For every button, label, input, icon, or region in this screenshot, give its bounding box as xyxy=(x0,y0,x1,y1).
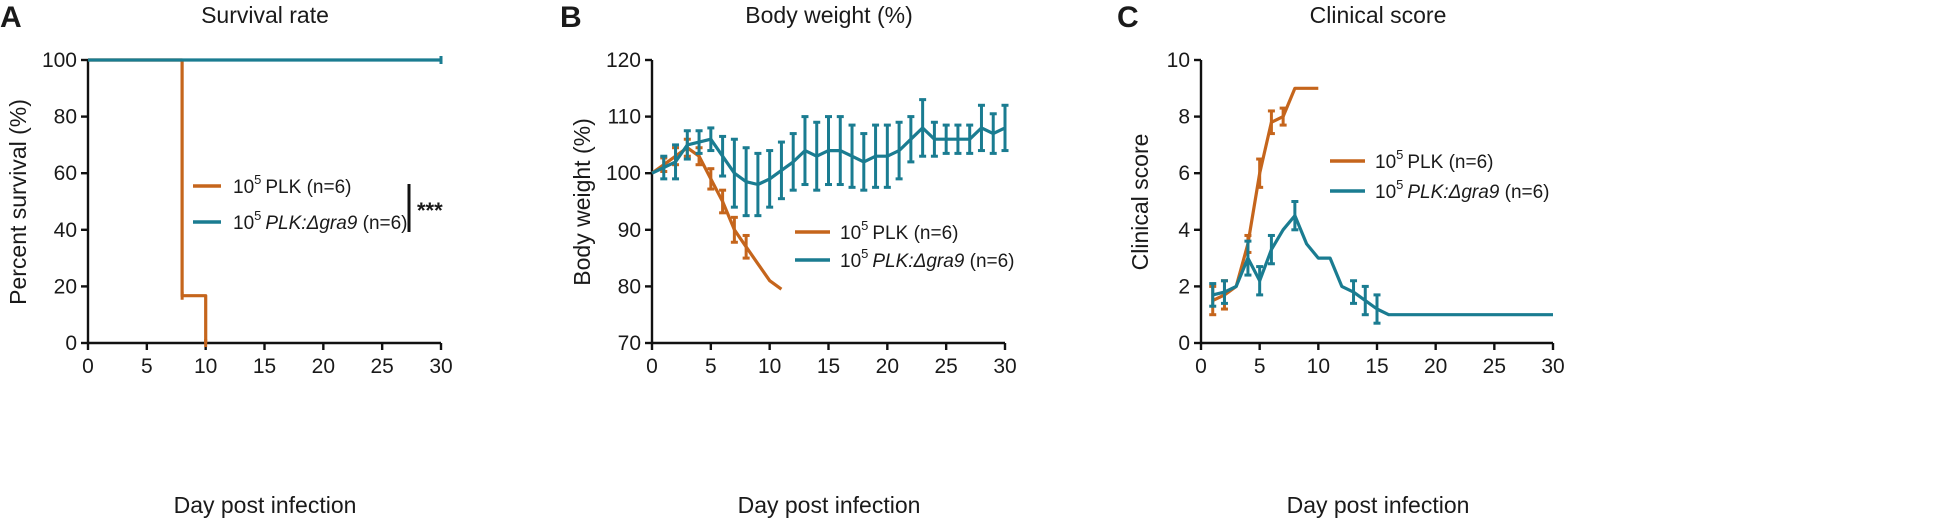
x-axis-label-c: Day post infection xyxy=(1287,492,1470,518)
y-tick-label: 110 xyxy=(608,106,641,129)
y-tick-label: 0 xyxy=(1178,332,1190,355)
y-tick-label: 100 xyxy=(606,162,641,185)
significance-marker: *** xyxy=(417,198,443,223)
panel-letter-b: B xyxy=(560,1,582,34)
x-tick-label: 20 xyxy=(312,355,335,378)
panel-b: B Body weight (%) Day post infection Bod… xyxy=(560,1,1017,518)
legend-label-dgra9: 105 PLK:Δgra9 (n=6) xyxy=(1375,177,1550,203)
x-axis-label-a: Day post infection xyxy=(174,492,357,518)
y-tick-label: 100 xyxy=(42,49,77,72)
x-tick-label: 30 xyxy=(993,355,1016,378)
x-axis-label-b: Day post infection xyxy=(738,492,921,518)
y-tick-label: 120 xyxy=(606,49,641,72)
x-tick-label: 15 xyxy=(817,355,840,378)
legend-b: 105 PLK (n=6) 105 PLK:Δgra9 (n=6) xyxy=(795,218,1015,272)
x-tick-label: 5 xyxy=(1254,355,1266,378)
legend-label-plk: 105 PLK (n=6) xyxy=(840,218,958,244)
y-tick-label: 20 xyxy=(54,275,77,298)
panel-c: C Clinical score Day post infection Clin… xyxy=(1117,1,1565,518)
legend-entry-dgra9: 105 PLK:Δgra9 (n=6) xyxy=(1330,177,1550,203)
x-tick-label: 25 xyxy=(370,355,393,378)
x-tick-label: 25 xyxy=(934,355,957,378)
x-tick-label: 10 xyxy=(758,355,781,378)
legend-c: 105 PLK (n=6) 105 PLK:Δgra9 (n=6) xyxy=(1330,147,1550,203)
chart-title-a: Survival rate xyxy=(201,2,329,28)
legend-entry-dgra9: 105 PLK:Δgra9 (n=6) xyxy=(193,208,408,234)
x-tick-label: 0 xyxy=(646,355,658,378)
x-tick-label: 5 xyxy=(141,355,153,378)
y-tick-label: 40 xyxy=(54,219,77,242)
x-tick-label: 10 xyxy=(194,355,217,378)
legend-entry-plk: 105 PLK (n=6) xyxy=(193,172,351,198)
plot-area-b: 0 5 10 15 20 25 30 70 80 90 100 110 120 xyxy=(606,49,1017,378)
legend-entry-dgra9: 105 PLK:Δgra9 (n=6) xyxy=(795,246,1015,272)
y-tick-label: 70 xyxy=(618,332,641,355)
x-tick-label: 0 xyxy=(1195,355,1207,378)
y-tick-label: 6 xyxy=(1178,162,1190,185)
x-tick-label: 5 xyxy=(705,355,717,378)
y-tick-label: 90 xyxy=(618,219,641,242)
x-tick-label: 10 xyxy=(1307,355,1330,378)
x-tick-label: 15 xyxy=(1365,355,1388,378)
series-line-plk xyxy=(651,146,783,291)
legend-label-plk: 105 PLK (n=6) xyxy=(1375,147,1493,173)
x-tick-label: 30 xyxy=(1541,355,1564,378)
panel-letter-a: A xyxy=(0,1,22,34)
legend-label-plk: 105 PLK (n=6) xyxy=(233,172,351,198)
x-tick-label: 25 xyxy=(1483,355,1506,378)
x-tick-label: 20 xyxy=(1424,355,1447,378)
x-tick-label: 30 xyxy=(429,355,452,378)
x-tick-label: 15 xyxy=(253,355,276,378)
y-tick-label: 80 xyxy=(54,106,77,129)
legend-entry-plk: 105 PLK (n=6) xyxy=(1330,147,1493,173)
y-tick-label: 60 xyxy=(54,162,77,185)
plot-area-c: 0 5 10 15 20 25 30 0 2 4 6 8 10 xyxy=(1167,49,1565,378)
series-line-dgra9 xyxy=(1212,214,1553,317)
y-axis-label-a: Percent survival (%) xyxy=(5,99,31,305)
series-line-plk xyxy=(88,58,208,343)
y-axis-label-c: Clinical score xyxy=(1127,134,1153,271)
panel-letter-c: C xyxy=(1117,1,1139,34)
y-tick-label: 4 xyxy=(1178,219,1190,242)
chart-title-c: Clinical score xyxy=(1310,2,1447,28)
legend-entry-plk: 105 PLK (n=6) xyxy=(795,218,958,244)
legend-label-dgra9: 105 PLK:Δgra9 (n=6) xyxy=(840,246,1015,272)
y-tick-label: 10 xyxy=(1167,49,1190,72)
legend-label-dgra9: 105 PLK:Δgra9 (n=6) xyxy=(233,208,408,234)
chart-title-b: Body weight (%) xyxy=(745,2,912,28)
y-tick-label: 0 xyxy=(65,332,77,355)
y-tick-label: 8 xyxy=(1178,106,1190,129)
legend-a: 105 PLK (n=6) 105 PLK:Δgra9 (n=6) *** xyxy=(193,172,443,234)
x-tick-label: 20 xyxy=(876,355,899,378)
y-axis-label-b: Body weight (%) xyxy=(569,118,595,285)
x-tick-label: 0 xyxy=(82,355,94,378)
plot-area-a: 0 5 10 15 20 25 30 0 20 40 60 80 100 xyxy=(42,49,453,378)
panel-a: A Survival rate Day post infection Perce… xyxy=(0,1,453,518)
y-tick-label: 2 xyxy=(1178,275,1190,298)
y-tick-label: 80 xyxy=(618,275,641,298)
